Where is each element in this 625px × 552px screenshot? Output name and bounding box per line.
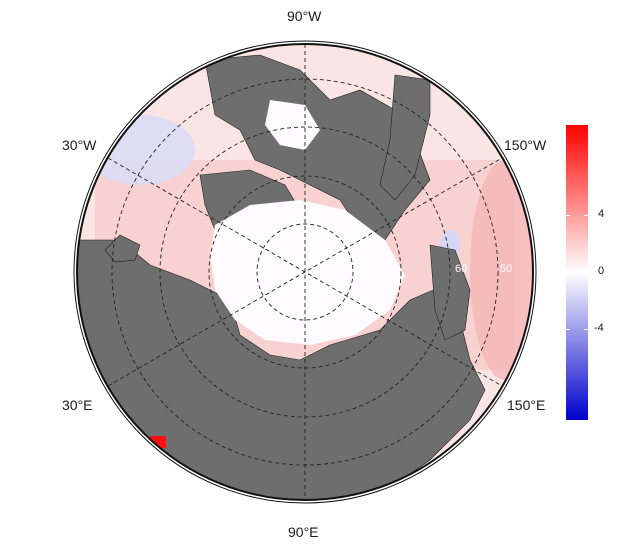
colorbar-mark <box>584 272 588 273</box>
colorbar-tick: 0 <box>598 265 605 277</box>
colorbar-tick: 4 <box>598 208 605 220</box>
graticule <box>107 44 503 500</box>
map-outer-border <box>73 40 537 504</box>
lon-label-upper-left: 30°W <box>62 137 97 153</box>
alaska-land <box>379 74 431 201</box>
hudson-bay-ice <box>265 100 320 150</box>
sea-ice <box>210 200 405 345</box>
lon-label-upper-right: 150°W <box>504 137 547 153</box>
lat-label-60: 60 <box>455 263 467 275</box>
cool-anomaly-north-atlantic <box>85 115 195 185</box>
iceland-land <box>104 234 141 263</box>
colorbar-tick: -4 <box>594 322 604 334</box>
lon-label-lower-left: 30°E <box>62 397 93 413</box>
kamchatka-land <box>429 244 471 341</box>
lat-label-50: 50 <box>500 263 512 275</box>
colorbar-mark <box>584 329 588 330</box>
colorbar-mark <box>566 329 570 330</box>
colorbar-mark <box>566 272 570 273</box>
lon-label-top: 90°W <box>287 8 322 24</box>
lon-label-lower-right: 150°E <box>507 397 546 413</box>
warm-anomaly-pacific <box>470 160 533 380</box>
lon-label-bottom: 90°E <box>288 524 319 540</box>
north-america-land <box>204 54 431 241</box>
colorbar <box>566 125 588 420</box>
map-border <box>76 43 534 501</box>
colorbar-mark <box>584 215 588 216</box>
colorbar-mark <box>566 215 570 216</box>
